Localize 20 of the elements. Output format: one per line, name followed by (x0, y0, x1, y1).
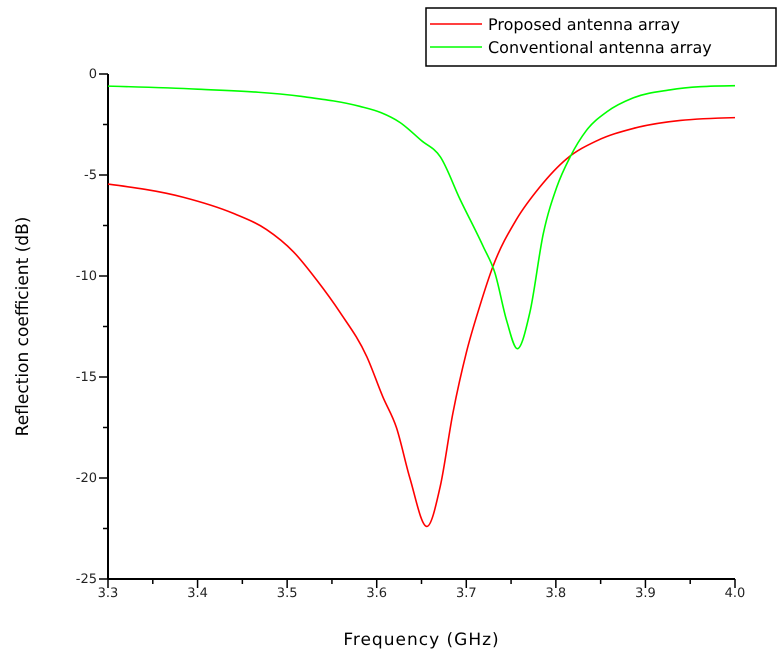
line-series (107, 116, 736, 528)
legend-label: Proposed antenna array (488, 15, 680, 34)
legend-label: Conventional antenna array (488, 38, 712, 57)
y-tick-label: -25 (76, 572, 97, 588)
y-tick-label: -10 (76, 269, 97, 284)
x-axis-title: Frequency (GHz) (343, 630, 500, 650)
y-tick-label: -20 (76, 471, 97, 486)
x-tick-label: 3.3 (98, 586, 118, 602)
line-series (107, 84, 736, 350)
y-axis-title: Reflection coefficient (dB) (13, 216, 33, 436)
x-tick-label: 3.8 (546, 586, 566, 602)
x-tick-label: 4.0 (724, 586, 746, 602)
x-tick-label: 3.5 (276, 586, 298, 602)
y-tick-label: -5 (84, 168, 97, 184)
y-tick-label: 0 (88, 67, 97, 82)
x-tick-label: 3.7 (456, 586, 477, 602)
x-tick-label: 3.4 (187, 586, 208, 602)
x-tick-label: 3.9 (635, 586, 656, 602)
y-tick-label: -15 (76, 370, 97, 386)
x-tick-label: 3.6 (366, 586, 388, 602)
